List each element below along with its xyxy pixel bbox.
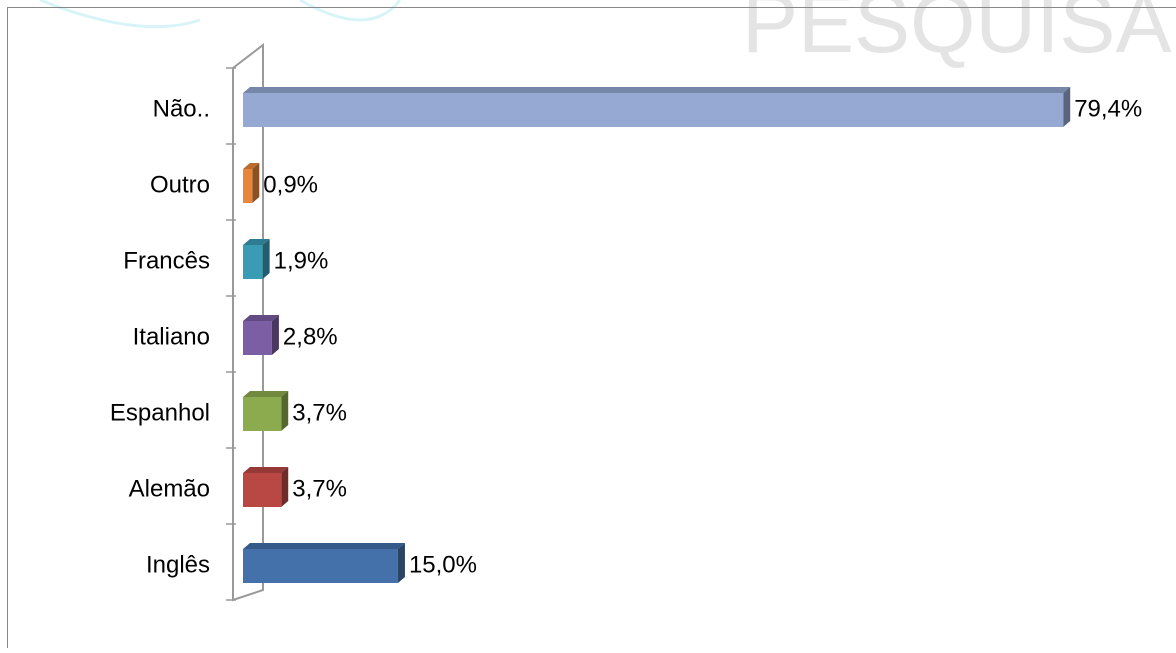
bar <box>243 169 252 203</box>
category-label: Inglês <box>146 551 210 578</box>
decoration <box>40 0 200 27</box>
bar <box>243 245 263 279</box>
bar-side <box>1063 87 1070 127</box>
category-label: Francês <box>123 247 210 274</box>
bar <box>243 549 398 583</box>
bar-side <box>263 239 270 279</box>
category-label: Alemão <box>129 475 210 502</box>
bar <box>243 473 281 507</box>
bar-top <box>243 467 288 473</box>
bar-side <box>281 391 288 431</box>
watermark: PESQUISA <box>742 0 1171 70</box>
value-label: 0,9% <box>263 171 318 198</box>
bar-top <box>243 87 1070 93</box>
value-label: 79,4% <box>1074 95 1142 122</box>
category-label: Outro <box>150 171 210 198</box>
bar-side <box>281 467 288 507</box>
category-label: Italiano <box>133 323 210 350</box>
bar-side <box>252 163 259 203</box>
bar <box>243 93 1063 127</box>
category-label: Espanhol <box>110 399 210 426</box>
value-label: 3,7% <box>292 475 347 502</box>
bar-top <box>243 543 405 549</box>
bar-side <box>398 543 405 583</box>
category-label: Não.. <box>153 95 210 122</box>
bar-side <box>272 315 279 355</box>
value-label: 3,7% <box>292 399 347 426</box>
bar-top <box>243 391 288 397</box>
value-label: 2,8% <box>283 323 338 350</box>
value-label: 15,0% <box>409 551 477 578</box>
bar <box>243 397 281 431</box>
decoration <box>300 0 400 20</box>
value-label: 1,9% <box>274 247 329 274</box>
bar <box>243 321 272 355</box>
